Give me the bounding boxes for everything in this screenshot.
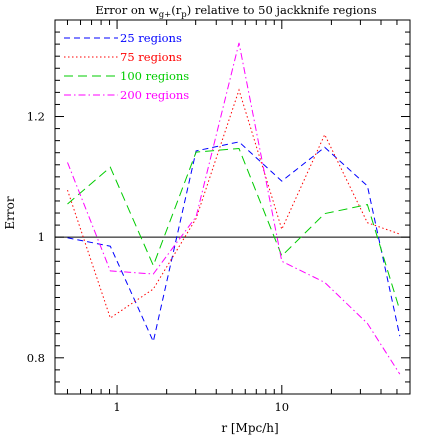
x-axis-label: r [Mpc/h] — [221, 421, 278, 435]
chart-title: Error on wg+(rp) relative to 50 jackknif… — [95, 3, 376, 20]
y-axis-label: Error — [3, 196, 17, 229]
tick-labels: 1 10 0.8 1 1.2 — [27, 110, 289, 414]
y-tick-label: 1.2 — [27, 110, 45, 124]
y-tick-label: 1 — [38, 230, 45, 244]
legend-label: 100 regions — [120, 69, 189, 83]
series-line-200-regions — [67, 42, 401, 375]
x-tick-label: 1 — [113, 400, 120, 414]
axis-ticks — [55, 20, 411, 395]
series-line-75-regions — [67, 88, 400, 319]
series-line-100-regions — [67, 147, 401, 311]
series-lines — [55, 42, 410, 375]
x-tick-label: 10 — [274, 400, 289, 414]
y-tick-label: 0.8 — [27, 351, 45, 365]
legend: 25 regions 75 regions 100 regions 200 regio… — [64, 31, 189, 102]
series-line-25-regions — [67, 141, 401, 344]
legend-label: 25 regions — [120, 31, 182, 45]
legend-label: 200 regions — [120, 88, 189, 102]
legend-label: 75 regions — [120, 50, 182, 64]
